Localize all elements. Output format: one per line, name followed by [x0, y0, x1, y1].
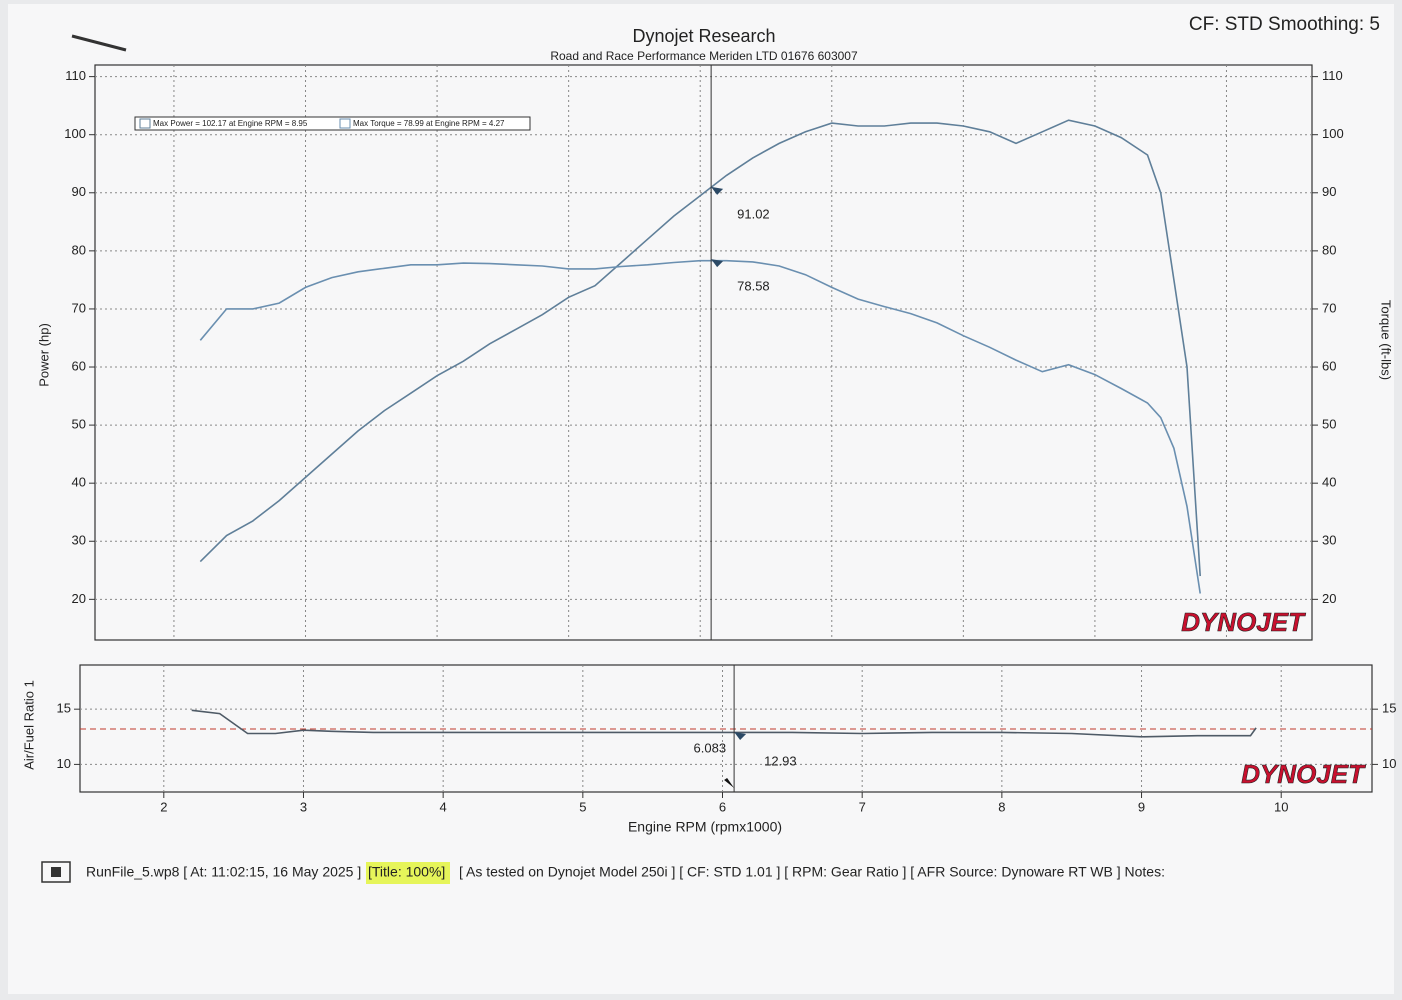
plot-area [94, 64, 1313, 641]
cursor-marker [711, 186, 724, 195]
y-tick-label: 70 [72, 300, 86, 315]
settings-note: CF: STD Smoothing: 5 [1189, 14, 1380, 35]
run-icon [41, 861, 71, 883]
x-tick-label: 10 [1274, 799, 1288, 814]
y2-tick-label: 80 [1322, 242, 1336, 257]
y2-tick-label: 50 [1322, 417, 1336, 432]
paper [8, 4, 1394, 994]
highlight [366, 862, 450, 884]
legend-swatch [339, 118, 351, 129]
cursor-value: 12.93 [764, 753, 797, 768]
run-icon-fill [51, 867, 61, 877]
y2-tick-label: 90 [1322, 184, 1336, 199]
y-axis-label: Air/Fuel Ratio 1 [21, 680, 36, 770]
cursor-x-marker [724, 778, 735, 788]
footer-file: RunFile_5.wp8 [ At: 11:02:15, 16 May 202… [86, 864, 361, 880]
plot-area [79, 664, 1373, 793]
x-axis-label: Engine RPM (rpmx1000) [628, 819, 782, 835]
x-tick-label: 7 [859, 799, 866, 814]
legend-swatch [139, 118, 151, 129]
y2-tick-label: 10 [1382, 756, 1396, 771]
y-tick-label: 40 [72, 475, 86, 490]
y-tick-label: 20 [72, 591, 86, 606]
y2-tick-label: 20 [1322, 591, 1336, 606]
chart-subtitle: Road and Race Performance Meriden LTD 01… [550, 49, 858, 63]
y2-tick-label: 100 [1322, 126, 1344, 141]
cursor-marker [711, 259, 724, 268]
x-tick-label: 3 [300, 799, 307, 814]
y2-axis-label: Torque (ft-lbs) [1379, 300, 1394, 380]
cursor-x-value: 6.083 [694, 740, 727, 755]
y-tick-label: 100 [64, 126, 86, 141]
x-tick-label: 2 [160, 799, 167, 814]
y2-tick-label: 40 [1322, 475, 1336, 490]
footer-title: [Title: 100%] [368, 864, 445, 880]
series-line [191, 709, 1257, 738]
y-tick-label: 30 [72, 533, 86, 548]
chart-title: Dynojet Research [632, 26, 775, 46]
y-tick-label: 60 [72, 358, 86, 373]
y2-tick-label: 15 [1382, 701, 1396, 716]
y-tick-label: 110 [65, 68, 86, 83]
cursor-value: 78.58 [737, 279, 770, 294]
y-tick-label: 50 [72, 417, 86, 432]
series-line [199, 259, 1201, 594]
y-tick-label: 90 [72, 184, 86, 199]
footer-details: [ As tested on Dynojet Model 250i ] [ CF… [459, 864, 1165, 880]
y2-tick-label: 30 [1322, 533, 1336, 548]
y-axis-label: Power (hp) [36, 323, 51, 387]
x-tick-label: 5 [579, 799, 586, 814]
pen-mark [71, 34, 127, 52]
legend-entry: Max Torque = 78.99 at Engine RPM = 4.27 [353, 119, 505, 128]
brand-logo: DYNOJET [1241, 759, 1366, 789]
cursor-value: 91.02 [737, 206, 770, 221]
legend: Max Power = 102.17 at Engine RPM = 8.95 M… [134, 116, 531, 131]
y-tick-label: 80 [72, 242, 86, 257]
series-line [199, 119, 1201, 577]
legend-entry: Max Power = 102.17 at Engine RPM = 8.95 [153, 119, 308, 128]
brand-logo: DYNOJET [1181, 607, 1306, 637]
y2-tick-label: 60 [1322, 358, 1336, 373]
y-tick-label: 15 [57, 701, 71, 716]
x-tick-label: 4 [440, 799, 447, 814]
y-tick-label: 10 [57, 756, 71, 771]
legend-box [134, 116, 531, 131]
x-tick-label: 8 [998, 799, 1005, 814]
x-tick-label: 6 [719, 799, 726, 814]
y2-tick-label: 70 [1322, 300, 1336, 315]
cursor-marker [734, 732, 747, 741]
y2-tick-label: 110 [1322, 68, 1343, 83]
x-tick-label: 9 [1138, 799, 1145, 814]
